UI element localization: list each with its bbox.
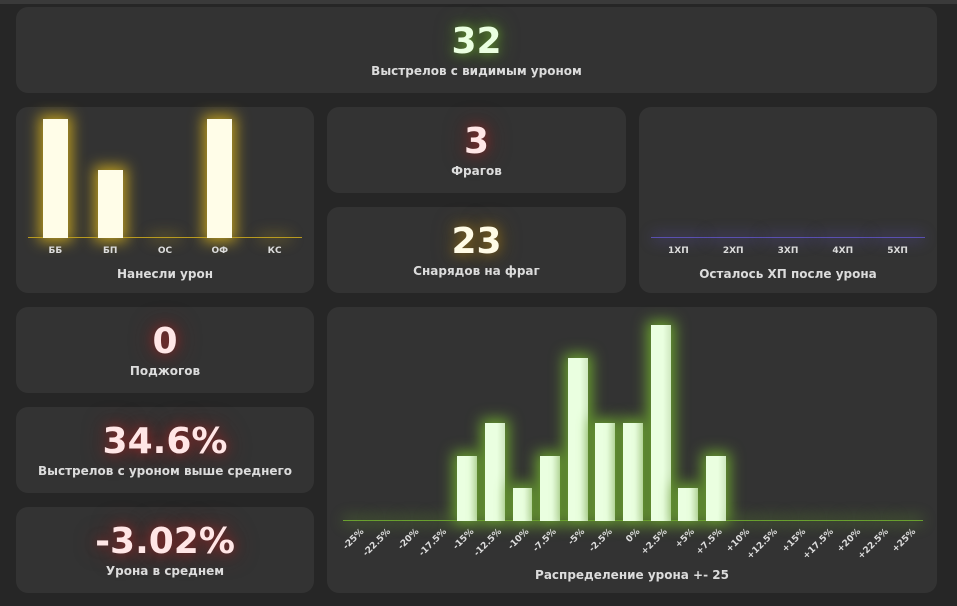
tick-label: 4ХП xyxy=(832,246,854,256)
bar-+12.5% xyxy=(761,520,781,521)
bar-+7.5% xyxy=(705,455,726,521)
bar--2.5% xyxy=(595,423,616,521)
tick-label: КС xyxy=(267,246,282,256)
bar--25% xyxy=(347,520,367,521)
bar-ББ xyxy=(43,119,68,238)
bar-+5% xyxy=(678,488,699,521)
bar--15% xyxy=(457,455,478,521)
tick-label: -15% xyxy=(451,527,477,552)
frags-value: 3 xyxy=(463,121,490,162)
shells-per-frag-card: 23 Снарядов на фраг xyxy=(327,207,626,293)
hp-left-card: 1ХП 2ХП 3ХП 4ХП 5ХП Осталось ХП после урона xyxy=(639,107,937,293)
shots-card: 32 Выстрелов с видимым уроном xyxy=(16,7,937,93)
tick-label: 0% xyxy=(624,527,643,545)
bar--10% xyxy=(512,488,533,521)
bar--12.5% xyxy=(484,423,505,521)
bar-+2.5% xyxy=(650,325,671,521)
damage-type-card: ББ БП ОС ОФ КС Нанесли урон xyxy=(16,107,314,293)
bar-0% xyxy=(623,423,643,521)
frags-label: Фрагов xyxy=(451,164,502,178)
bar-+17.5% xyxy=(816,520,836,521)
average-damage-card: -3.02% Урона в среднем xyxy=(16,507,314,593)
average-damage-label: Урона в среднем xyxy=(105,564,225,578)
tick-label: -2.5% xyxy=(587,527,615,555)
tick-label: -5% xyxy=(566,527,587,548)
tick-label: ОС xyxy=(157,246,173,256)
tick-label: 3ХП xyxy=(777,246,799,256)
x-axis xyxy=(28,237,302,238)
tick-label: -22.5% xyxy=(361,527,394,559)
bar-+22.5% xyxy=(872,520,892,521)
tick-label: ББ xyxy=(48,246,63,256)
fires-value: 0 xyxy=(152,321,178,362)
hp-left-title: Осталось ХП после урона xyxy=(699,267,877,281)
tick-label: -10% xyxy=(506,527,532,552)
x-axis xyxy=(651,237,925,238)
bar-+10% xyxy=(734,520,754,521)
damage-distribution-title: Распределение урона +- 25 xyxy=(535,568,729,582)
tick-label: -17.5% xyxy=(416,527,449,559)
bar-+20% xyxy=(844,520,864,521)
bar--5% xyxy=(567,357,588,521)
tick-label: +2.5% xyxy=(639,527,670,558)
tick-label: -20% xyxy=(396,527,422,552)
bar-+25% xyxy=(899,520,919,521)
tick-label: -7.5% xyxy=(531,527,560,555)
bar-БП xyxy=(97,170,123,238)
tick-label: -12.5% xyxy=(472,527,504,559)
above-average-card: 34.6% Выстрелов с уроном выше среднего xyxy=(16,407,314,493)
damage-distribution-chart: -25% -22.5% -20% -17.5% -15% -12.5% -10% -7.5% -… xyxy=(341,325,923,561)
hp-left-chart: 1ХП 2ХП 3ХП 4ХП 5ХП xyxy=(651,119,925,256)
damage-type-chart: ББ БП ОС ОФ КС xyxy=(28,119,302,256)
shells-per-frag-value: 23 xyxy=(451,221,502,262)
tick-label: +5% xyxy=(674,527,698,551)
fires-label: Поджогов xyxy=(129,364,201,378)
frags-card: 3 Фрагов xyxy=(327,107,626,193)
bar-2ХП xyxy=(711,237,755,238)
tick-label: 2ХП xyxy=(722,246,744,256)
above-average-value: 34.6% xyxy=(102,421,228,462)
bar--22.5% xyxy=(374,520,394,521)
bar-ОФ xyxy=(207,119,233,238)
bar-+15% xyxy=(789,520,809,521)
above-average-label: Выстрелов с уроном выше среднего xyxy=(37,464,293,478)
bar-5ХП xyxy=(876,237,920,238)
bar-4ХП xyxy=(821,237,865,238)
shots-label: Выстрелов с видимым уроном xyxy=(371,64,582,78)
bar-3ХП xyxy=(766,237,810,238)
top-bar xyxy=(0,0,957,4)
tick-label: БП xyxy=(102,246,118,256)
damage-type-title: Нанесли урон xyxy=(116,267,213,281)
bar--20% xyxy=(402,520,422,521)
tick-label: -25% xyxy=(340,527,366,552)
tick-label: ОФ xyxy=(211,246,229,256)
average-damage-value: -3.02% xyxy=(95,521,235,562)
tick-label: 5ХП xyxy=(887,246,908,256)
shells-per-frag-label: Снарядов на фраг xyxy=(413,264,540,278)
bar-ОС xyxy=(153,237,178,238)
bar-КС xyxy=(262,237,287,238)
bar--7.5% xyxy=(540,455,561,521)
bar-1ХП xyxy=(656,237,700,238)
tick-label: +25% xyxy=(890,527,919,555)
damage-distribution-card: -25% -22.5% -20% -17.5% -15% -12.5% -10% -7.5% -… xyxy=(327,307,937,593)
tick-label: 1ХП xyxy=(668,246,689,256)
bar--17.5% xyxy=(430,520,450,521)
tick-label: +7.5% xyxy=(694,527,725,558)
shots-value: 32 xyxy=(451,21,502,62)
fires-card: 0 Поджогов xyxy=(16,307,314,393)
